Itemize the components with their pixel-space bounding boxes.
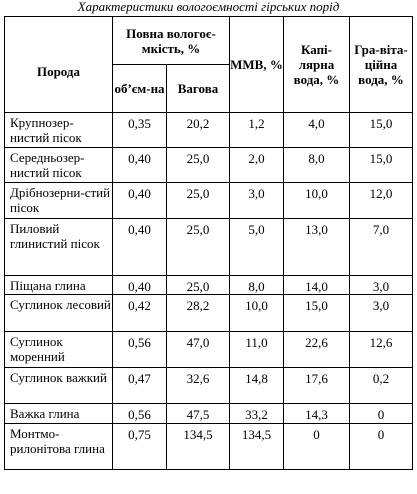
header-capillary: Капі-лярна вода, %	[283, 16, 350, 113]
volumetric-cell: 0,40	[112, 182, 167, 219]
volumetric-cell: 0,40	[112, 275, 167, 295]
rock-name-cell: Важка глина	[4, 403, 113, 424]
volumetric-cell: 0,75	[112, 423, 167, 470]
table-row: Піщана глина 0,40 25,0 8,0 14,0 3,0	[4, 275, 413, 295]
capillary-cell: 13,0	[283, 218, 350, 276]
weight-cell: 25,0	[166, 275, 230, 295]
table-row: Суглинок важкий 0,47 32,6 14,8 17,6 0,2	[4, 367, 413, 404]
rock-name-cell: Суглинок важкий	[4, 367, 113, 404]
table-row: Пиловий глинистий пісок 0,40 25,0 5,0 13,0 7,…	[4, 218, 413, 276]
mmv-cell: 11,0	[229, 331, 284, 368]
table-row: Крупнозер-нистий пісок 0,35 20,2 1,2 4,0 15,0	[4, 112, 413, 148]
gravitational-cell: 12,0	[349, 182, 413, 219]
table-row: Суглинок лесовий 0,42 28,2 10,0 15,0 3,0	[4, 294, 413, 332]
rock-name-cell: Середньозер-нистий пісок	[4, 147, 113, 183]
header-volumetric: об’єм-на	[112, 64, 167, 113]
weight-cell: 28,2	[166, 294, 230, 332]
gravitational-cell: 12,6	[349, 331, 413, 368]
header-gravitational: Гра-віта-ційна вода, %	[349, 16, 413, 113]
volumetric-cell: 0,56	[112, 403, 167, 424]
weight-cell: 47,5	[166, 403, 230, 424]
rock-name-cell: Суглинок моренний	[4, 331, 113, 368]
capillary-cell: 15,0	[283, 294, 350, 332]
rock-moisture-table: Порода Повна вологоє-мкість, % ММВ, % Ка…	[4, 16, 413, 470]
gravitational-cell: 3,0	[349, 275, 413, 295]
weight-cell: 25,0	[166, 182, 230, 219]
header-full-moisture: Повна вологоє-мкість, %	[112, 16, 230, 65]
volumetric-cell: 0,56	[112, 331, 167, 368]
capillary-cell: 22,6	[283, 331, 350, 368]
capillary-cell: 4,0	[283, 112, 350, 148]
table-row: Монтмо-рилонітова глина 0,75 134,5 134,5 0 0	[4, 423, 413, 470]
mmv-cell: 134,5	[229, 423, 284, 470]
mmv-cell: 14,8	[229, 367, 284, 404]
rock-name-cell: Піщана глина	[4, 275, 113, 295]
mmv-cell: 1,2	[229, 112, 284, 148]
mmv-cell: 10,0	[229, 294, 284, 332]
weight-cell: 25,0	[166, 147, 230, 183]
table-row: Середньозер-нистий пісок 0,40 25,0 2,0 8,0 15…	[4, 147, 413, 183]
volumetric-cell: 0,42	[112, 294, 167, 332]
weight-cell: 47,0	[166, 331, 230, 368]
volumetric-cell: 0,47	[112, 367, 167, 404]
weight-cell: 32,6	[166, 367, 230, 404]
mmv-cell: 3,0	[229, 182, 284, 219]
capillary-cell: 14,3	[283, 403, 350, 424]
rock-name-cell: Суглинок лесовий	[4, 294, 113, 332]
table-caption: Характеристики вологоємності гірських по…	[77, 0, 340, 14]
table-row: Суглинок моренний 0,56 47,0 11,0 22,6 12,6	[4, 331, 413, 368]
mmv-cell: 5,0	[229, 218, 284, 276]
table-row: Дрібнозерни-стий пісок 0,40 25,0 3,0 10,0 12,…	[4, 182, 413, 219]
capillary-cell: 10,0	[283, 182, 350, 219]
gravitational-cell: 15,0	[349, 112, 413, 148]
header-rock: Порода	[4, 16, 113, 113]
volumetric-cell: 0,40	[112, 218, 167, 276]
volumetric-cell: 0,40	[112, 147, 167, 183]
gravitational-cell: 0	[349, 403, 413, 424]
weight-cell: 134,5	[166, 423, 230, 470]
rock-name-cell: Крупнозер-нистий пісок	[4, 112, 113, 148]
mmv-cell: 2,0	[229, 147, 284, 183]
gravitational-cell: 3,0	[349, 294, 413, 332]
weight-cell: 20,2	[166, 112, 230, 148]
volumetric-cell: 0,35	[112, 112, 167, 148]
table-row: Важка глина 0,56 47,5 33,2 14,3 0	[4, 403, 413, 424]
header-mmv: ММВ, %	[229, 16, 284, 113]
capillary-cell: 17,6	[283, 367, 350, 404]
rock-name-cell: Дрібнозерни-стий пісок	[4, 182, 113, 219]
mmv-cell: 33,2	[229, 403, 284, 424]
weight-cell: 25,0	[166, 218, 230, 276]
gravitational-cell: 7,0	[349, 218, 413, 276]
header-weight: Вагова	[166, 64, 230, 113]
capillary-cell: 0	[283, 423, 350, 470]
gravitational-cell: 15,0	[349, 147, 413, 183]
mmv-cell: 8,0	[229, 275, 284, 295]
capillary-cell: 14,0	[283, 275, 350, 295]
gravitational-cell: 0	[349, 423, 413, 470]
gravitational-cell: 0,2	[349, 367, 413, 404]
rock-name-cell: Пиловий глинистий пісок	[4, 218, 113, 276]
rock-name-cell: Монтмо-рилонітова глина	[4, 423, 113, 470]
capillary-cell: 8,0	[283, 147, 350, 183]
